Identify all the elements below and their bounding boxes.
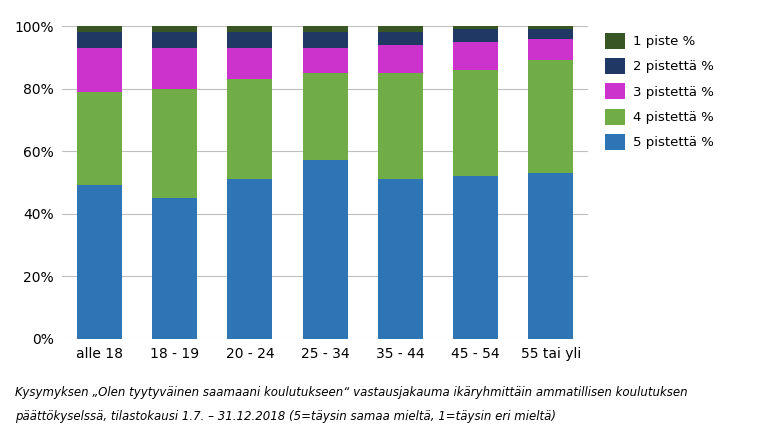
Bar xyxy=(378,45,423,73)
Text: Kysymyksen „Olen tyytyväinen saamaani koulutukseen“ vastausjakauma ikäryhmittäin: Kysymyksen „Olen tyytyväinen saamaani ko… xyxy=(15,386,688,399)
Bar xyxy=(453,42,498,70)
Bar xyxy=(152,198,197,339)
Bar xyxy=(528,26,574,29)
Bar xyxy=(378,26,423,32)
Bar xyxy=(228,179,272,339)
Bar xyxy=(303,161,348,339)
Bar xyxy=(453,176,498,339)
Bar xyxy=(378,73,423,179)
Bar xyxy=(152,32,197,48)
Bar xyxy=(303,73,348,161)
Bar xyxy=(303,48,348,73)
Bar xyxy=(303,32,348,48)
Bar xyxy=(453,26,498,29)
Bar xyxy=(378,32,423,45)
Bar xyxy=(152,26,197,32)
Bar xyxy=(77,26,122,32)
Bar xyxy=(453,70,498,176)
Bar xyxy=(528,29,574,39)
Bar xyxy=(528,39,574,60)
Bar xyxy=(453,29,498,42)
Bar xyxy=(528,173,574,339)
Bar xyxy=(152,48,197,89)
Bar xyxy=(528,60,574,173)
Bar xyxy=(77,185,122,339)
Bar xyxy=(303,26,348,32)
Text: päättökyselssä, tilastokausi 1.7. – 31.12.2018 (5=täysin samaa mieltä, 1=täysin : päättökyselssä, tilastokausi 1.7. – 31.1… xyxy=(15,410,557,423)
Bar xyxy=(378,179,423,339)
Legend: 1 piste %, 2 pistettä %, 3 pistettä %, 4 pistettä %, 5 pistettä %: 1 piste %, 2 pistettä %, 3 pistettä %, 4… xyxy=(605,33,714,150)
Bar xyxy=(77,92,122,185)
Bar xyxy=(228,48,272,79)
Bar xyxy=(228,26,272,32)
Bar xyxy=(228,79,272,179)
Bar xyxy=(77,48,122,92)
Bar xyxy=(152,89,197,198)
Bar xyxy=(228,32,272,48)
Bar xyxy=(77,32,122,48)
